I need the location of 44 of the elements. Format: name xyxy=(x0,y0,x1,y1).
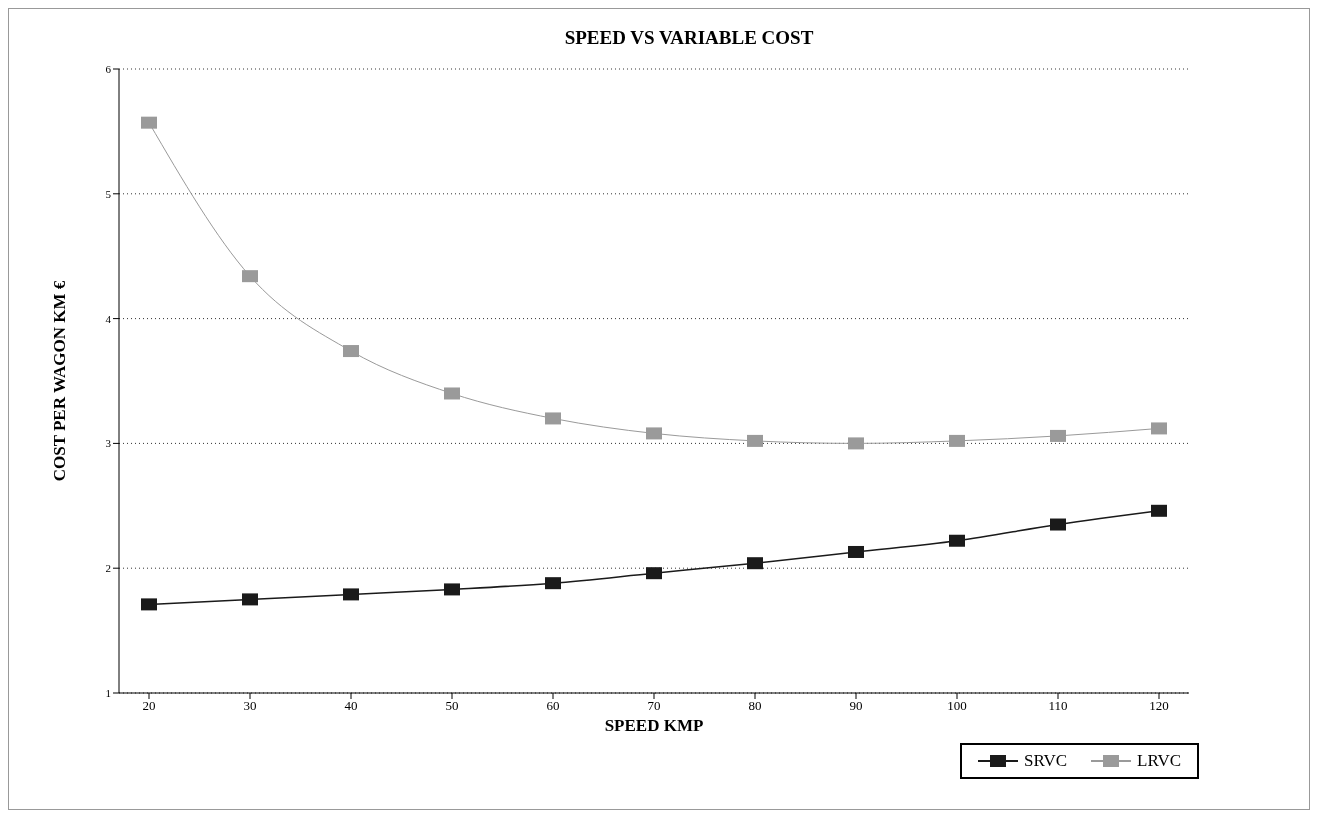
x-tick-label: 70 xyxy=(647,698,661,714)
y-tick-label: 5 xyxy=(105,187,112,200)
point xyxy=(242,593,258,606)
x-tick-label: 90 xyxy=(849,698,863,714)
point xyxy=(343,345,359,358)
point xyxy=(1050,429,1066,442)
point xyxy=(1050,518,1066,531)
x-axis-title: SPEED KMP xyxy=(604,716,704,735)
point xyxy=(242,270,258,283)
point xyxy=(646,427,662,440)
point xyxy=(747,434,763,447)
point xyxy=(545,412,561,425)
x-tick-label: 30 xyxy=(243,698,257,714)
x-tick-label: 60 xyxy=(546,698,560,714)
point xyxy=(343,588,359,601)
x-tick-label: 80 xyxy=(748,698,762,714)
point xyxy=(949,534,965,547)
y-tick-label: 3 xyxy=(105,437,112,450)
legend-label: LRVC xyxy=(1137,751,1181,771)
point xyxy=(646,567,662,580)
point xyxy=(848,437,864,450)
x-tick-label: 50 xyxy=(445,698,459,714)
y-axis-title: COST PER WAGON KM € xyxy=(50,280,70,482)
point xyxy=(444,583,460,596)
point xyxy=(1151,504,1167,517)
y-tick-label: 6 xyxy=(105,62,112,75)
x-tick-label: 20 xyxy=(142,698,156,714)
x-tick-label: 110 xyxy=(1048,698,1068,714)
point xyxy=(848,545,864,558)
point xyxy=(1151,422,1167,435)
x-tick-label: 100 xyxy=(947,698,967,714)
x-tick-label: 40 xyxy=(344,698,358,714)
y-tick-label: 4 xyxy=(105,312,112,325)
legend-label: SRVC xyxy=(1023,751,1068,771)
point xyxy=(444,387,460,400)
point xyxy=(141,116,157,129)
y-tick-label: 2 xyxy=(105,562,111,575)
point xyxy=(747,557,763,570)
y-tick-label: 1 xyxy=(105,686,111,699)
point xyxy=(545,577,561,590)
point xyxy=(949,434,965,447)
point xyxy=(141,598,157,611)
chart-title: SPEED VS VARIABLE COST xyxy=(563,27,815,49)
x-tick-label: 120 xyxy=(1149,698,1169,714)
